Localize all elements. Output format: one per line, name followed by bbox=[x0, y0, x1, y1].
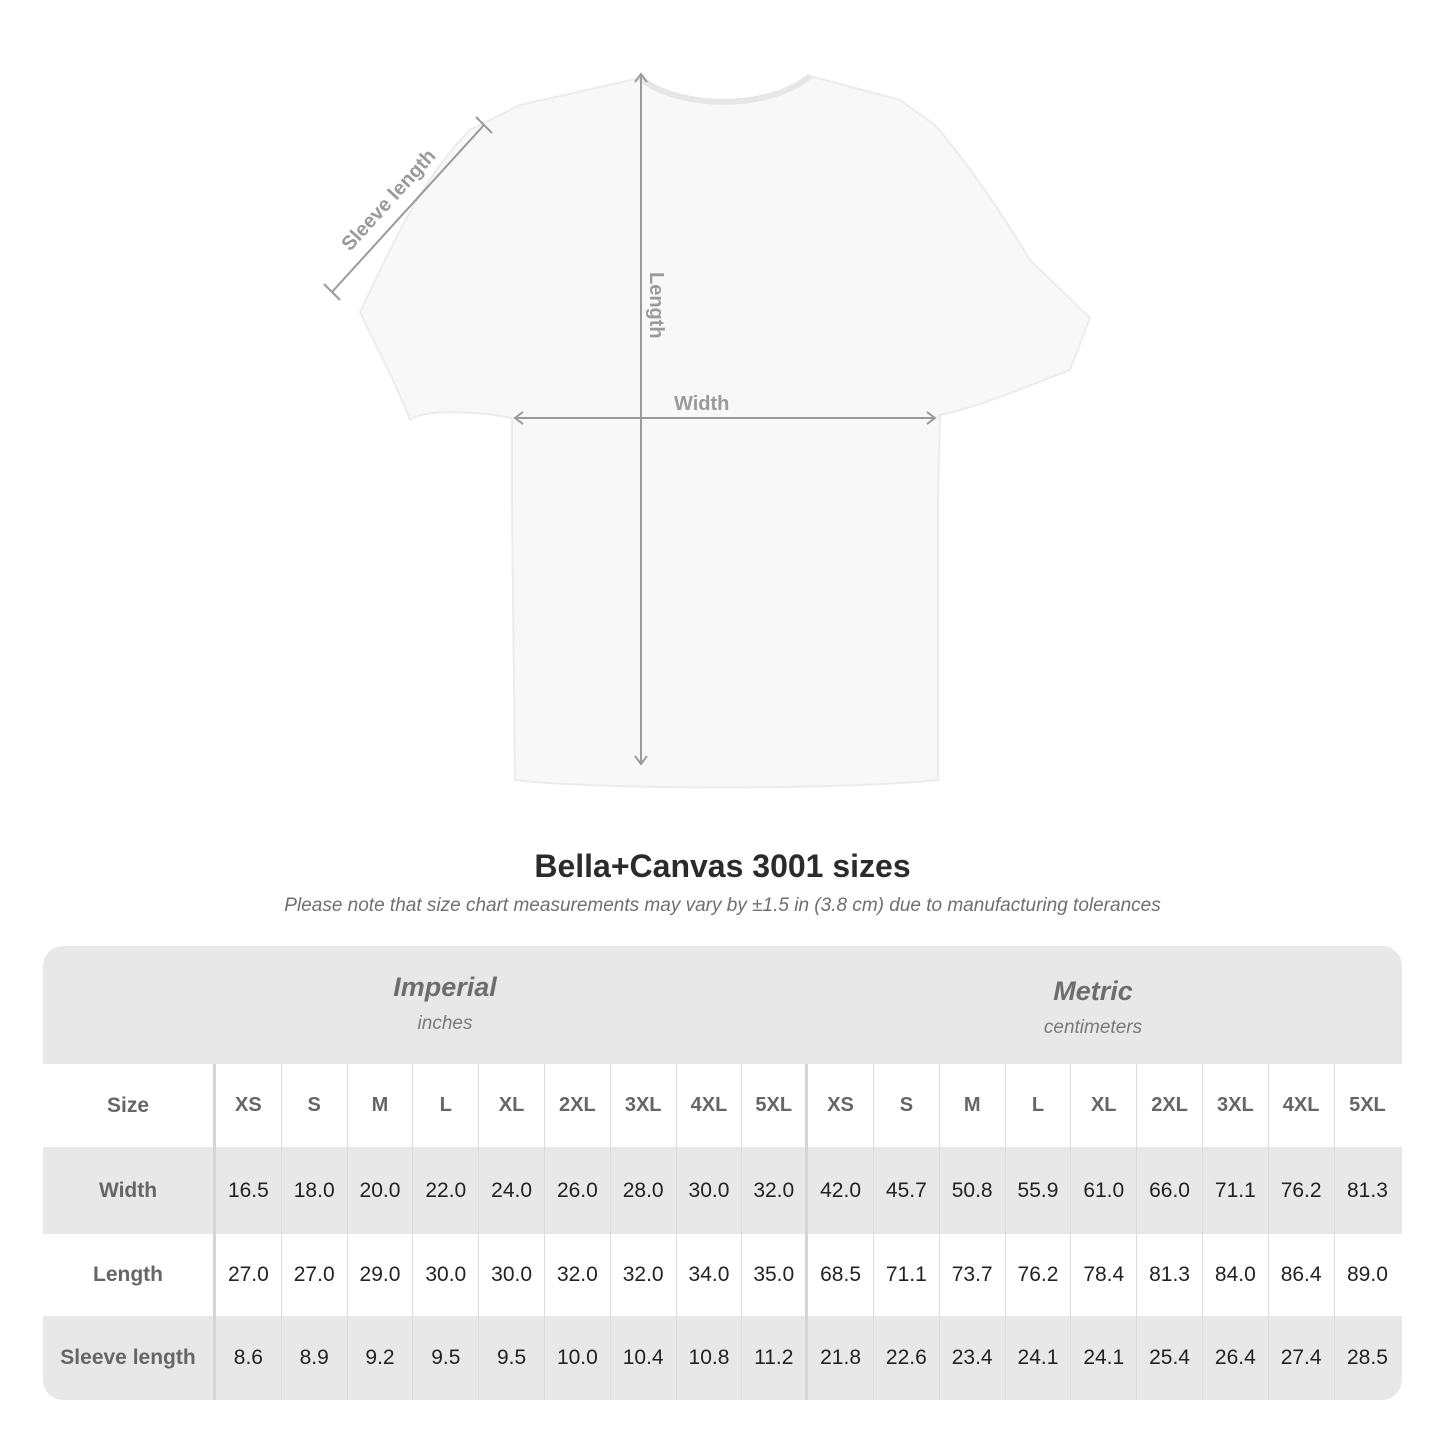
value-cell: 28.0 bbox=[611, 1147, 677, 1234]
value-cell: 10.0 bbox=[545, 1316, 611, 1400]
size-header-cell: 4XL bbox=[1269, 1064, 1335, 1147]
value-cell: 28.5 bbox=[1347, 1346, 1388, 1369]
value-cell: 26.0 bbox=[545, 1147, 611, 1234]
value-cell: 35.0 bbox=[742, 1234, 809, 1316]
value-cell: 9.5 bbox=[413, 1316, 480, 1400]
value-cell: 68.5 bbox=[808, 1234, 874, 1316]
value-cell: 32.0 bbox=[545, 1234, 611, 1316]
table-row: Length 27.0 27.0 29.0 30.0 30.0 32.0 32.0 34.0 35… bbox=[43, 1234, 1402, 1316]
value-cell: 27.0 bbox=[282, 1234, 348, 1316]
table-row: Sleeve length 8.6 8.9 9.2 9.5 9.5 10.0 10.4 10.8… bbox=[43, 1316, 1402, 1400]
length-label: Length bbox=[645, 272, 667, 339]
size-header-cell: S bbox=[874, 1064, 940, 1147]
value-cell: 10.4 bbox=[611, 1316, 677, 1400]
metric-title: Metric bbox=[1053, 976, 1133, 1006]
size-header-cell: 5XL bbox=[742, 1064, 809, 1147]
value-cell: 76.2 bbox=[1269, 1147, 1335, 1234]
row-label: Sleeve length bbox=[43, 1316, 216, 1400]
value-cell: 9.5 bbox=[479, 1316, 545, 1400]
table-row: Width 16.5 18.0 20.0 22.0 24.0 26.0 28.0 30.0 32.… bbox=[43, 1147, 1402, 1234]
value-cell: 24.0 bbox=[479, 1147, 545, 1234]
size-header-row: Size XS S M L XL 2XL 3XL 4XL 5XL XS S M L XL 2XL 3XL 4XL 5… bbox=[43, 1064, 1402, 1147]
value-cell: 71.1 bbox=[874, 1234, 940, 1316]
value-cell: 8.6 bbox=[216, 1316, 282, 1400]
value-cell: 27.0 bbox=[216, 1234, 282, 1316]
value-cell: 50.8 bbox=[940, 1147, 1006, 1234]
value-cell: 73.7 bbox=[940, 1234, 1006, 1316]
size-header-cell: 2XL bbox=[1137, 1064, 1203, 1147]
value-cell: 29.0 bbox=[348, 1234, 414, 1316]
value-cell: 32.0 bbox=[742, 1147, 809, 1234]
imperial-header: Imperial inches bbox=[149, 972, 741, 1035]
measure-lines bbox=[323, 72, 937, 766]
value-cell: 84.0 bbox=[1203, 1234, 1269, 1316]
value-cell: 71.1 bbox=[1203, 1147, 1269, 1234]
tshirt-diagram: Sleeve length Length Width bbox=[323, 72, 1092, 789]
value-cell: 24.1 bbox=[1006, 1316, 1072, 1400]
tshirt-image bbox=[358, 74, 1092, 789]
value-cell: 22.6 bbox=[874, 1316, 940, 1400]
value-cell: 11.2 bbox=[742, 1316, 809, 1400]
value-cell: 26.4 bbox=[1203, 1316, 1269, 1400]
value-cell: 16.5 bbox=[216, 1147, 282, 1234]
value-cell: 45.7 bbox=[874, 1147, 940, 1234]
size-header-cell: XS bbox=[216, 1064, 282, 1147]
value-cell: 24.1 bbox=[1071, 1316, 1138, 1400]
value-cell: 9.2 bbox=[348, 1316, 414, 1400]
value-cell: 81.3 bbox=[1137, 1234, 1203, 1316]
value-cell: 66.0 bbox=[1137, 1147, 1203, 1234]
value-cell: 10.8 bbox=[677, 1316, 743, 1400]
size-header-cell: 3XL bbox=[1203, 1064, 1269, 1147]
value-cell: 34.0 bbox=[677, 1234, 743, 1316]
page-title: Bella+Canvas 3001 sizes bbox=[534, 848, 911, 884]
value-cell: 76.2 bbox=[1006, 1234, 1072, 1316]
value-cell: 8.9 bbox=[282, 1316, 348, 1400]
value-cell: 21.8 bbox=[808, 1316, 874, 1400]
value-cell: 30.0 bbox=[413, 1234, 480, 1316]
size-header-cell: XL bbox=[1071, 1064, 1138, 1147]
value-cell: 32.0 bbox=[611, 1234, 677, 1316]
value-cell: 30.0 bbox=[479, 1234, 545, 1316]
row-label: Length bbox=[43, 1234, 216, 1316]
size-header-cell: XL bbox=[479, 1064, 545, 1147]
row-label: Size bbox=[43, 1064, 216, 1147]
imperial-unit: inches bbox=[417, 1013, 473, 1034]
size-header-cell: 2XL bbox=[545, 1064, 611, 1147]
size-table: Imperial inches Metric centimeters Size X… bbox=[43, 946, 1402, 1400]
metric-header: Metric centimeters bbox=[797, 976, 1389, 1039]
width-label: Width bbox=[674, 393, 729, 415]
value-cell: 18.0 bbox=[282, 1147, 348, 1234]
value-cell: 23.4 bbox=[940, 1316, 1006, 1400]
size-header-cell: 5XL bbox=[1349, 1094, 1386, 1116]
size-header-cell: M bbox=[348, 1064, 414, 1147]
size-header-cell: M bbox=[940, 1064, 1006, 1147]
value-cell: 61.0 bbox=[1071, 1147, 1138, 1234]
value-cell: 81.3 bbox=[1347, 1178, 1388, 1202]
size-header-cell: L bbox=[413, 1064, 480, 1147]
size-header-cell: 3XL bbox=[611, 1064, 677, 1147]
value-cell: 20.0 bbox=[348, 1147, 414, 1234]
size-header-cell: L bbox=[1006, 1064, 1072, 1147]
value-cell: 25.4 bbox=[1137, 1316, 1203, 1400]
value-cell: 27.4 bbox=[1269, 1316, 1335, 1400]
value-cell: 30.0 bbox=[677, 1147, 743, 1234]
value-cell: 42.0 bbox=[808, 1147, 874, 1234]
value-cell: 22.0 bbox=[413, 1147, 480, 1234]
tolerance-note: Please note that size chart measurements… bbox=[284, 895, 1161, 916]
value-cell: 89.0 bbox=[1347, 1263, 1388, 1286]
size-header-cell: XS bbox=[808, 1064, 874, 1147]
value-cell: 55.9 bbox=[1006, 1147, 1072, 1234]
size-header-cell: 4XL bbox=[677, 1064, 743, 1147]
value-cell: 78.4 bbox=[1071, 1234, 1138, 1316]
metric-unit: centimeters bbox=[1043, 1017, 1143, 1038]
size-header-cell: S bbox=[282, 1064, 348, 1147]
row-label: Width bbox=[43, 1147, 216, 1234]
value-cell: 86.4 bbox=[1269, 1234, 1335, 1316]
imperial-title: Imperial bbox=[393, 972, 497, 1002]
table-header: Imperial inches Metric centimeters bbox=[43, 946, 1402, 1064]
